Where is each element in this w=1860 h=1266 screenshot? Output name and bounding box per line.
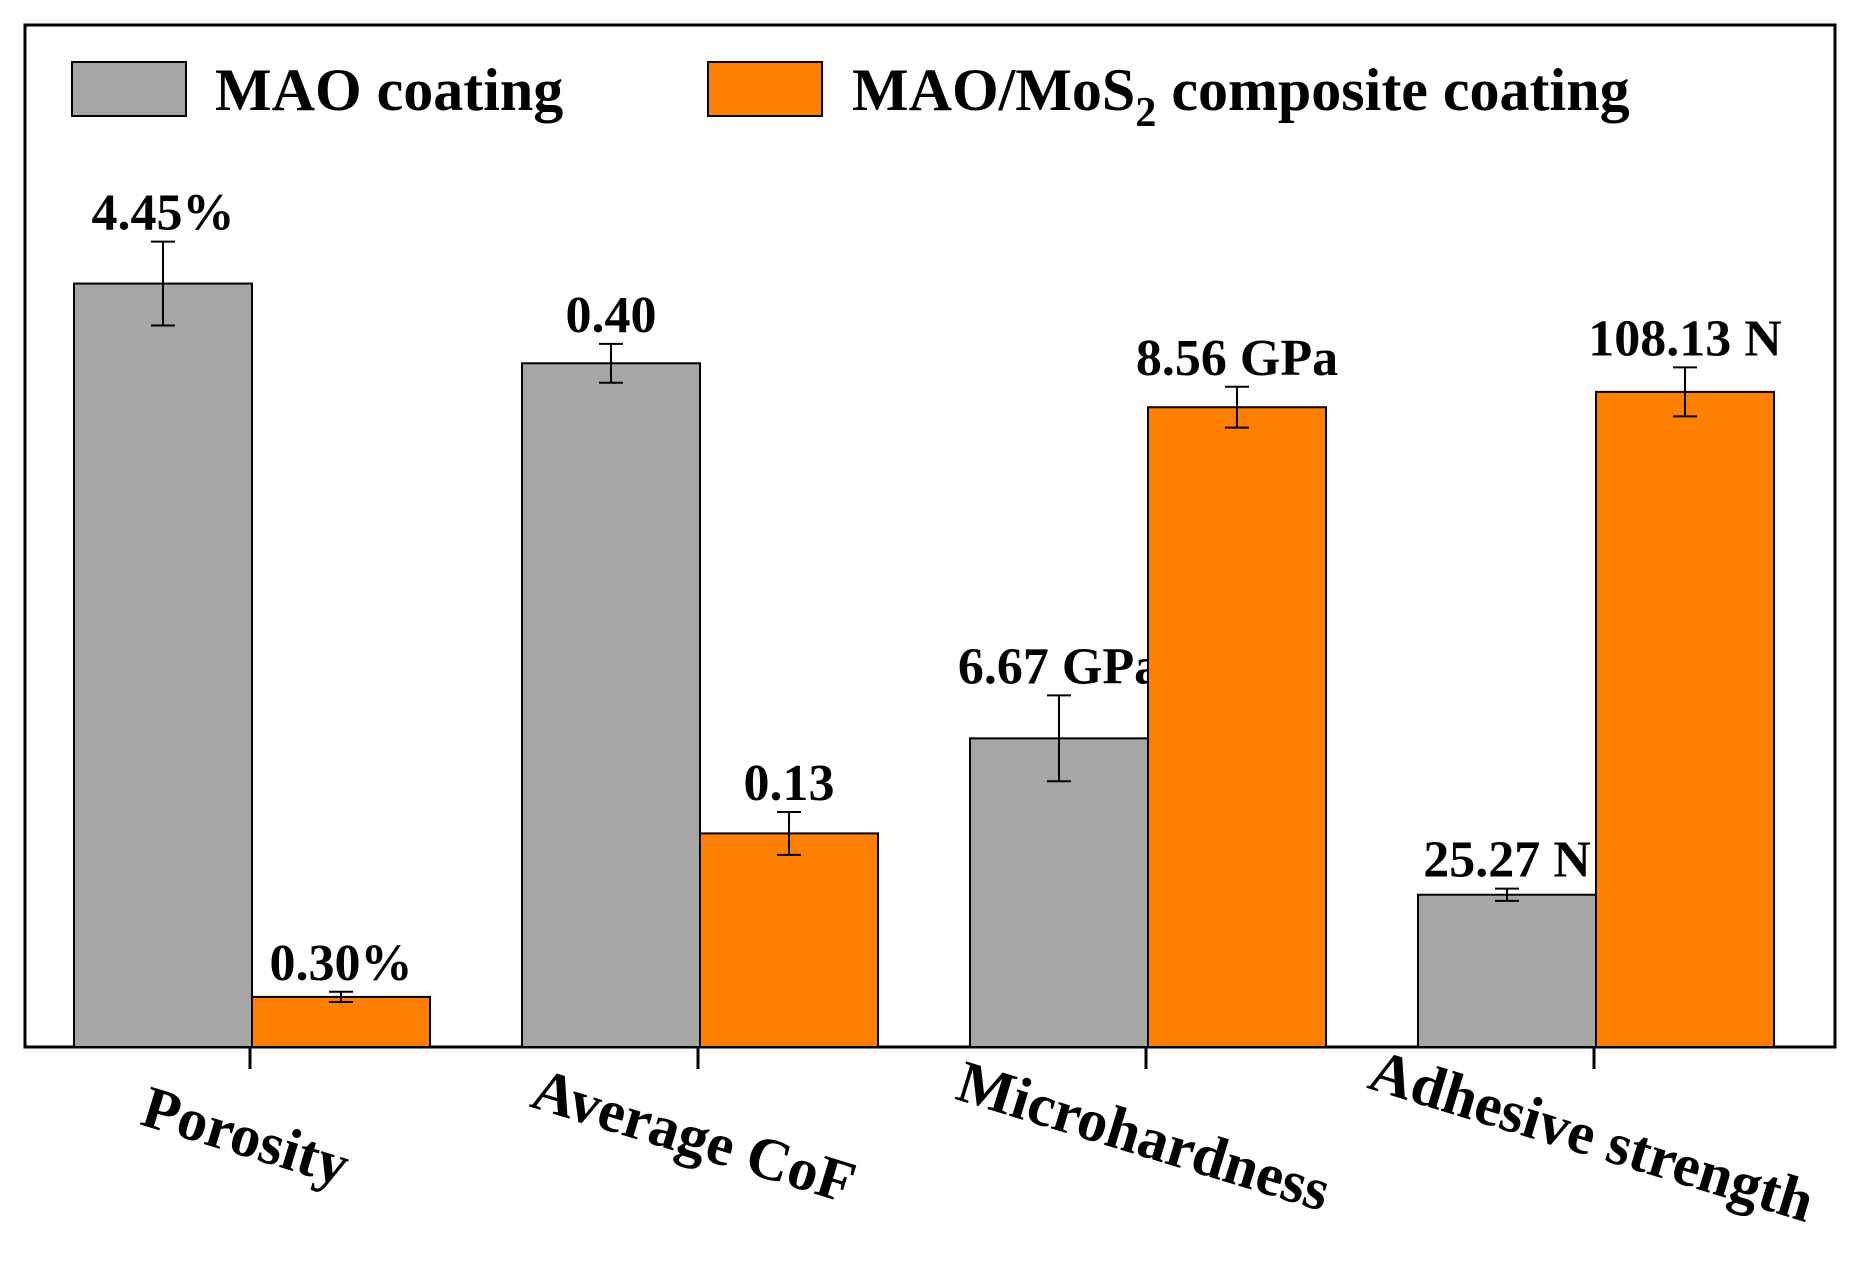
tick-label-adhesive-strength: Adhesive strength xyxy=(1362,1037,1822,1235)
error-bar-composite-average-cof xyxy=(777,810,801,856)
error-bar-mao-adhesive-strength xyxy=(1495,887,1519,902)
bar-mao-porosity xyxy=(73,282,253,1049)
legend-label-mao: MAO coating xyxy=(215,57,563,123)
tick-label-average-cof: Average CoF xyxy=(525,1056,863,1217)
plot-frame xyxy=(23,23,1837,1049)
data-label-composite-microhardness: 8.56 GPa xyxy=(1136,330,1338,387)
error-bar-composite-porosity xyxy=(329,990,353,1004)
legend: MAO coating MAO/MoS2 composite coating xyxy=(71,57,1630,136)
bar-composite-porosity xyxy=(251,995,431,1048)
data-label-mao-porosity: 4.45% xyxy=(92,185,235,242)
bar-mao-average-cof xyxy=(521,362,701,1049)
legend-label-composite: MAO/MoS2 composite coating xyxy=(852,57,1630,136)
bar-mao-adhesive-strength xyxy=(1417,893,1597,1048)
tick-label-porosity: Porosity xyxy=(135,1073,357,1198)
data-label-mao-microhardness: 6.67 GPa xyxy=(958,638,1160,695)
error-bar-mao-average-cof xyxy=(599,342,623,384)
bar-composite-average-cof xyxy=(699,832,879,1048)
bar-composite-adhesive-strength xyxy=(1595,390,1775,1048)
data-label-composite-average-cof: 0.13 xyxy=(744,755,835,812)
bar-mao-microhardness xyxy=(969,737,1149,1049)
error-bar-composite-adhesive-strength xyxy=(1673,366,1697,418)
bar-composite-microhardness xyxy=(1147,406,1327,1048)
legend-swatch-composite xyxy=(707,61,823,117)
data-label-mao-average-cof: 0.40 xyxy=(566,287,657,344)
legend-swatch-mao xyxy=(71,61,187,117)
data-label-mao-adhesive-strength: 25.27 N xyxy=(1423,832,1591,889)
data-label-composite-adhesive-strength: 108.13 N xyxy=(1588,310,1782,367)
error-bar-mao-porosity xyxy=(151,240,175,327)
data-label-composite-porosity: 0.30% xyxy=(270,935,413,992)
tick-label-microhardness: Microhardness xyxy=(950,1048,1338,1224)
error-bar-mao-microhardness xyxy=(1047,694,1071,783)
error-bar-composite-microhardness xyxy=(1225,385,1249,429)
